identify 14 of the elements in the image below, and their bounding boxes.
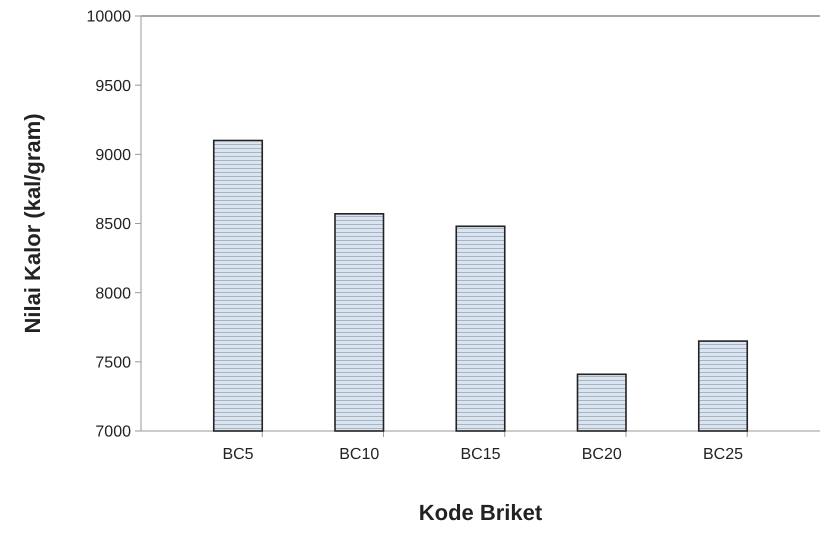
x-tick-label: BC20 (582, 446, 622, 463)
y-axis-title: Nilai Kalor (kal/gram) (20, 113, 45, 334)
y-tick-label: 7500 (95, 354, 132, 372)
y-tick-label: 9000 (95, 146, 132, 164)
x-tick-label: BC15 (460, 446, 501, 463)
x-tick-label: BC10 (339, 446, 380, 463)
x-tick-label: BC5 (222, 446, 254, 463)
x-axis-title: Kode Briket (418, 500, 543, 525)
x-tick-label: BC25 (702, 446, 744, 463)
y-tick-label: 9500 (95, 78, 132, 95)
y-tick-label: 10000 (86, 8, 132, 26)
y-tick-label: 7000 (95, 424, 132, 441)
y-tick-label: 8000 (95, 285, 132, 302)
y-tick-label: 8500 (95, 216, 132, 234)
